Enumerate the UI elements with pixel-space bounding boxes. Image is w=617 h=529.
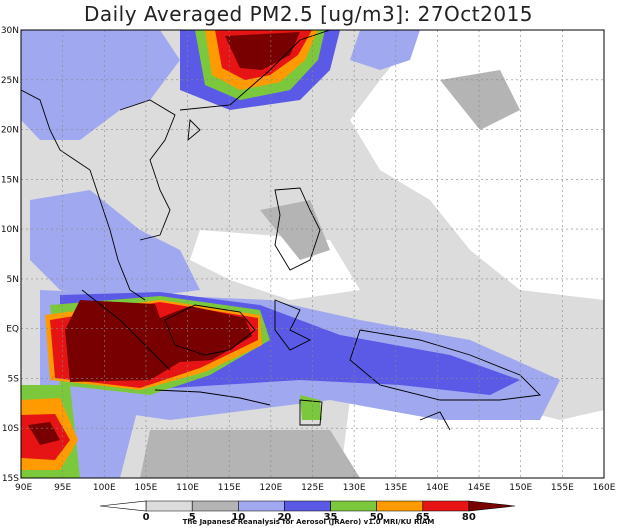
lon-tick-label: 155E [551,483,574,493]
lon-tick-label: 110E [176,483,199,493]
lon-tick-label: 130E [343,483,366,493]
lon-tick-label: 145E [468,483,491,493]
lon-tick-label: 105E [134,483,157,493]
lat-tick-label: 20N [1,126,19,136]
colorbar: 0 5 10 20 35 50 65 80 [99,500,516,523]
lat-tick-label: 15N [1,175,19,185]
lat-tick-label: 5S [8,374,20,384]
lat-tick-label: 15S [2,474,19,484]
map-frame [20,29,605,479]
colorbar-label: 0 [143,512,150,523]
lon-tick-label: 120E [259,483,282,493]
graticule [21,30,604,478]
lon-tick-label: 150E [509,483,532,493]
colorbar-label: 80 [462,512,476,523]
colorbar-swatch [468,500,516,512]
lat-tick-labels: 30N 25N 20N 15N 10N 5N EQ 5S 10S 15S [1,26,19,484]
colorbar-swatch [145,500,193,512]
lon-tick-label: 100E [93,483,116,493]
lon-tick-label: 95E [54,483,71,493]
credit-line: The Japanese Reanalysis for Aerosol (JRA… [182,518,435,526]
lon-tick-label: 160E [593,483,616,493]
colorbar-label: 35 [324,512,338,523]
colorbar-swatch [376,500,424,512]
colorbar-swatch [238,500,285,512]
colorbar-label: 50 [370,512,384,523]
lat-tick-label: 5N [7,275,19,285]
colorbar-label: 10 [231,512,245,523]
lat-tick-label: 25N [1,76,19,86]
lat-tick-label: EQ [6,325,19,335]
lon-tick-label: 140E [426,483,449,493]
lat-tick-label: 10S [2,424,19,434]
pm25-field [21,30,604,478]
lon-tick-label: 135E [384,483,407,493]
map-title: Daily Averaged PM2.5 [ug/m3]: 27Oct2015 [83,2,534,26]
colorbar-label: 65 [416,512,430,523]
lat-tick-label: 30N [1,26,19,36]
lat-tick-label: 10N [1,225,19,235]
lon-tick-labels: 90E 95E 100E 105E 110E 115E 120E 125E 130E 135E 14… [15,483,616,493]
colorbar-swatch [99,500,147,512]
colorbar-swatch [422,500,470,512]
lon-tick-label: 125E [301,483,324,493]
colorbar-swatch [191,500,239,512]
colorbar-label: 20 [277,512,291,523]
lon-tick-label: 115E [218,483,241,493]
colorbar-swatch [330,500,377,512]
coastlines [21,30,541,431]
colorbar-swatch [284,500,331,512]
colorbar-label: 5 [189,512,196,523]
lon-tick-label: 90E [15,483,32,493]
